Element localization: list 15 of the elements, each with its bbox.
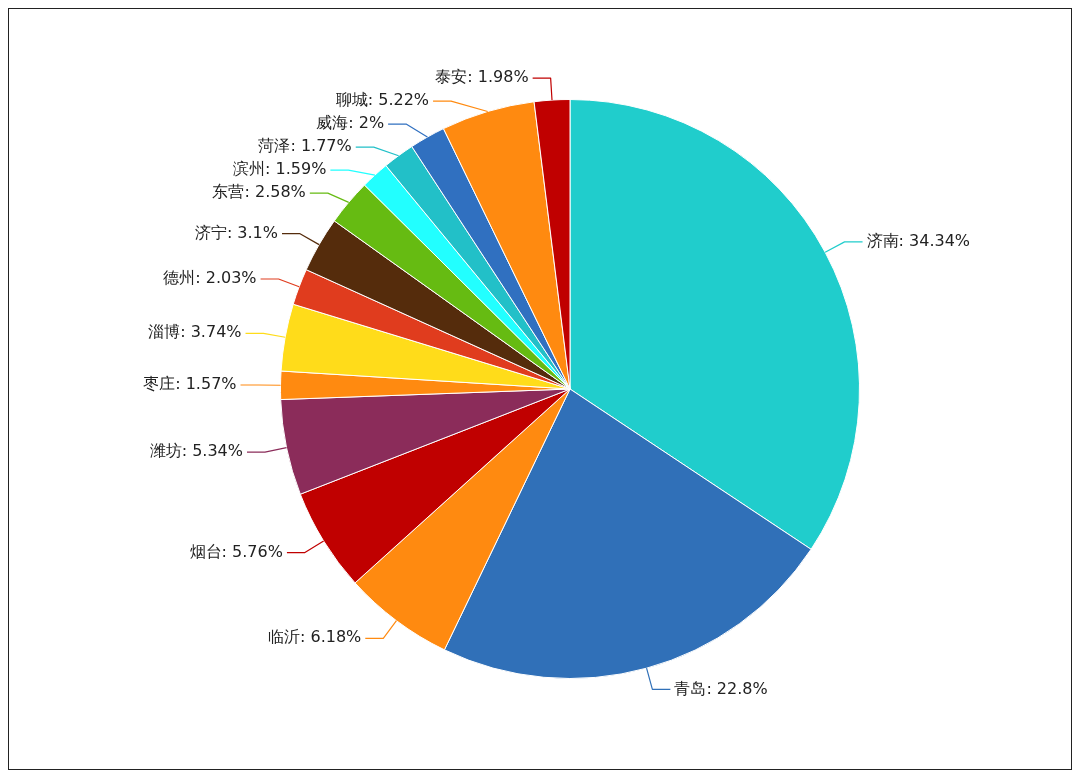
slice-label: 淄博: 3.74% bbox=[148, 322, 242, 342]
slice-label: 东营: 2.58% bbox=[212, 182, 306, 202]
slice-label: 泰安: 1.98% bbox=[435, 67, 529, 87]
slice-label: 临沂: 6.18% bbox=[267, 627, 362, 647]
slice-label: 潍坊: 5.34% bbox=[149, 441, 243, 461]
slice-label: 济南: 34.34% bbox=[866, 231, 971, 251]
slice-label: 烟台: 5.76% bbox=[189, 541, 283, 561]
slice-label: 聊城: 5.22% bbox=[335, 90, 430, 110]
slice-label: 德州: 2.03% bbox=[163, 268, 257, 288]
slice-label: 枣庄: 1.57% bbox=[143, 374, 237, 394]
slice-label: 滨州: 1.59% bbox=[233, 159, 327, 179]
slice-label: 青岛: 22.8% bbox=[674, 678, 768, 698]
slice-label: 菏泽: 1.77% bbox=[258, 136, 352, 156]
slice-label: 威海: 2% bbox=[316, 113, 385, 133]
slice-label: 济宁: 3.1% bbox=[194, 222, 279, 242]
